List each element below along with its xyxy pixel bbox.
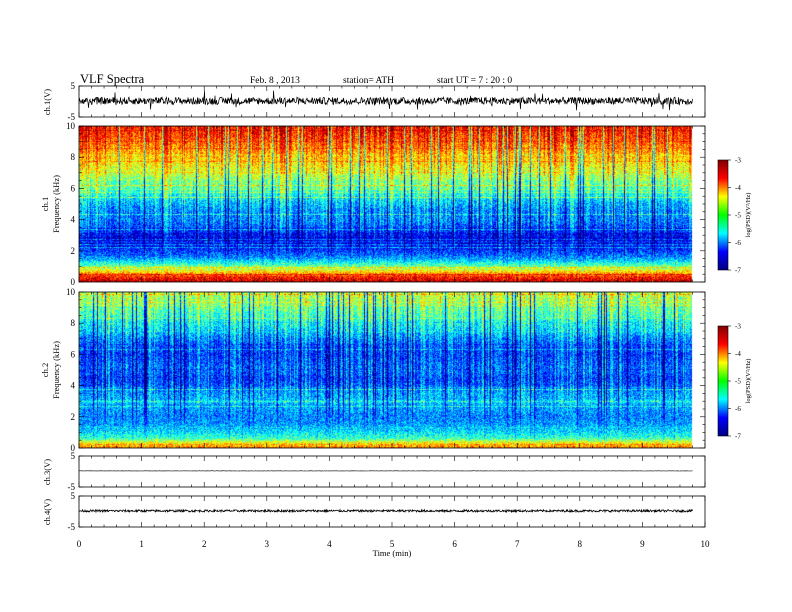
x-tick-label: 7: [515, 539, 520, 549]
ch1-colorbar: [718, 160, 728, 270]
colorbar-tick-label: -6: [735, 405, 741, 413]
ch4-waveform-trace: [78, 508, 693, 514]
y-tick-label: 2: [71, 246, 76, 256]
chart-title: VLF Spectra: [80, 72, 145, 86]
ch1-spectrogram-ylabel: Frequency (kHz): [51, 175, 61, 233]
colorbar-tick-label: -6: [735, 239, 741, 247]
y-tick-label: 2: [71, 412, 76, 422]
x-tick-label: 6: [452, 539, 457, 549]
date-label: Feb. 8 , 2013: [250, 76, 300, 86]
y-tick-label: 4: [71, 381, 76, 391]
y-tick-label: 8: [71, 152, 76, 162]
ch3-waveform-ylabel: ch.3(V): [42, 459, 52, 485]
ch2-spectrogram-channel-label: ch.2: [40, 363, 50, 377]
y-tick-label: 10: [66, 287, 76, 297]
colorbar-tick-label: -4: [735, 184, 741, 192]
ch4-waveform-ylabel: ch.4(V): [42, 499, 52, 525]
y-tick-label: 10: [66, 121, 76, 131]
y-tick-label: 5: [71, 491, 76, 501]
colorbar-tick-label: -7: [735, 433, 741, 441]
ch2-spectrogram-image: [79, 292, 705, 448]
colorbar-tick-label: -3: [735, 157, 741, 165]
colorbar-tick-label: -3: [735, 323, 741, 331]
ch1-waveform-trace: [78, 90, 693, 111]
y-tick-label: 6: [71, 349, 76, 359]
x-tick-label: 5: [390, 539, 395, 549]
y-tick-label: 0: [71, 277, 76, 287]
axis-ticks: 0 1 2 3 4 5 6 7 8 9 105-55-55-502468100246810-3-4-…: [66, 81, 741, 549]
station-label: station= ATH: [343, 76, 394, 86]
x-tick-label: 2: [202, 539, 207, 549]
y-tick-label: 6: [71, 183, 76, 193]
y-tick-label: 8: [71, 318, 76, 328]
x-axis-label: Time (min): [373, 548, 412, 558]
colorbar-tick-label: -7: [735, 267, 741, 275]
colorbar-tick-label: -5: [735, 378, 741, 386]
x-tick-label: 3: [265, 539, 270, 549]
colorbar-tick-label: -4: [735, 350, 741, 358]
y-tick-label: 5: [71, 451, 76, 461]
y-tick-label: -5: [68, 112, 76, 122]
x-tick-label: 8: [578, 539, 583, 549]
x-tick-label: 0: [77, 539, 82, 549]
x-tick-label: 10: [701, 539, 711, 549]
y-tick-label: 0: [71, 443, 76, 453]
y-tick-label: 5: [71, 81, 76, 91]
ch1-spectrogram-channel-label: ch.1: [40, 197, 50, 211]
x-tick-label: 9: [640, 539, 645, 549]
x-tick-label: 4: [327, 539, 332, 549]
colorbar-tick-label: -5: [735, 212, 741, 220]
ch2-spectrogram-ylabel: Frequency (kHz): [51, 341, 61, 399]
ch1-colorbar-label: log(PSD)(V²/Hz): [745, 193, 752, 238]
ch2-colorbar: [718, 326, 728, 436]
ch1-waveform-ylabel: ch.1(V): [42, 89, 52, 115]
y-tick-label: 4: [71, 215, 76, 225]
ch2-colorbar-label: log(PSD)(V²/Hz): [745, 359, 752, 404]
y-tick-label: -5: [68, 482, 76, 492]
start-ut-label: start UT = 7 : 20 : 0: [437, 76, 512, 86]
ch1-spectrogram-image: [79, 126, 705, 282]
y-tick-label: -5: [68, 522, 76, 532]
x-tick-label: 1: [139, 539, 144, 549]
